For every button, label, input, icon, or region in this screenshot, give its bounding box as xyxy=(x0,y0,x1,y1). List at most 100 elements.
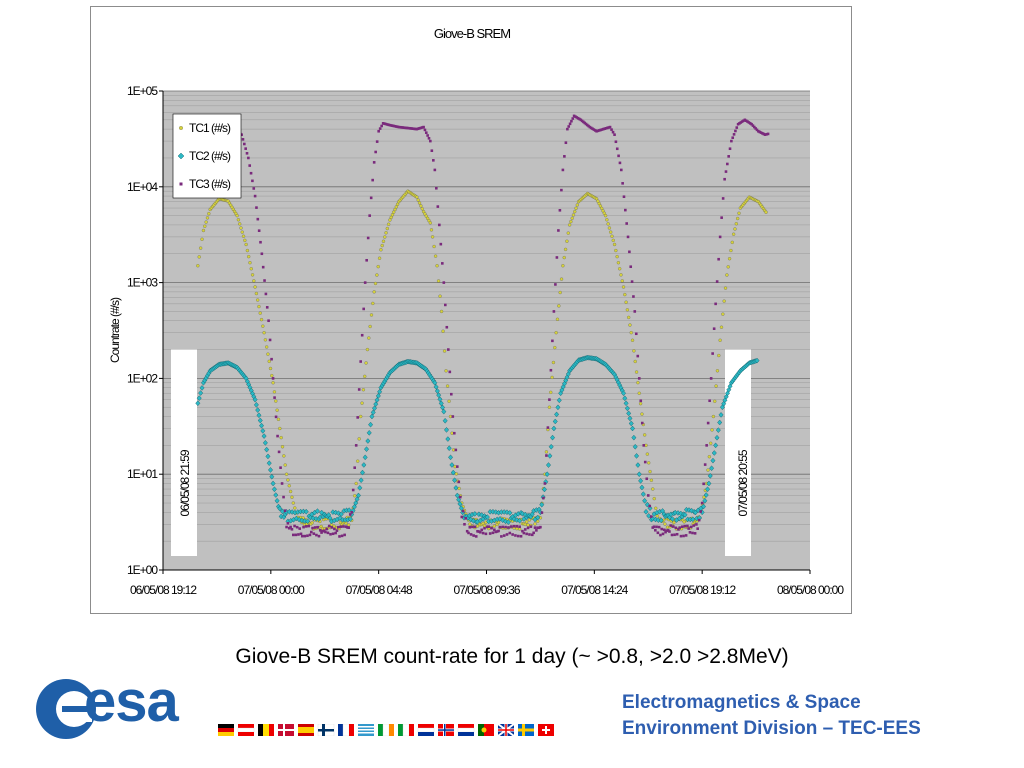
series-3-point xyxy=(493,528,496,532)
series-3-point xyxy=(279,466,282,469)
series-3-point xyxy=(523,528,527,531)
x-tick-label: 07/05/08 09:36 xyxy=(453,583,520,597)
series-3-point xyxy=(377,129,380,133)
series-1-point xyxy=(361,388,366,392)
series-2-point xyxy=(377,389,383,395)
series-3-point xyxy=(264,292,268,296)
series-3-point xyxy=(525,532,528,536)
legend-marker-2 xyxy=(177,152,185,160)
series-3-point xyxy=(504,525,507,529)
series-1-point xyxy=(570,216,574,220)
series-2-point xyxy=(357,485,363,491)
series-3-point xyxy=(570,119,573,123)
chart-svg: Giove-B SREM 1E+00 1E+01 1E+02 1E+03 1E+04 1E+… xyxy=(108,26,845,597)
series-2-point xyxy=(293,515,299,522)
series-2-point xyxy=(505,519,511,525)
series-1-point xyxy=(356,459,360,463)
y-tick-label: 1E+02 xyxy=(127,371,158,385)
series-1-point xyxy=(715,369,720,373)
series-3-point xyxy=(295,525,299,529)
series-3-point xyxy=(744,119,748,123)
series-1-point xyxy=(256,298,260,302)
series-1-point xyxy=(603,213,608,218)
series-3-point xyxy=(372,161,376,164)
series-1-point xyxy=(365,347,370,352)
series-2-point xyxy=(646,513,652,519)
series-3-point xyxy=(740,120,744,123)
series-3-point xyxy=(448,370,452,374)
series-3-point xyxy=(299,532,303,536)
series-1-point xyxy=(359,414,363,419)
series-3-point xyxy=(422,125,425,129)
series-3-point xyxy=(511,533,514,536)
series-2-point xyxy=(265,453,271,460)
series-3-point xyxy=(320,531,323,534)
series-2-point xyxy=(260,428,266,434)
series-3-point xyxy=(634,332,638,336)
series-3-point xyxy=(432,159,435,162)
series-3-point xyxy=(471,525,474,529)
series-3-point xyxy=(244,147,247,150)
series-3-point xyxy=(375,140,379,143)
series-3-point xyxy=(350,511,354,514)
series-2-point xyxy=(453,485,459,491)
series-1-point xyxy=(611,238,615,243)
series-3-point xyxy=(763,133,767,136)
series-3-point xyxy=(671,525,675,528)
series-2-point xyxy=(436,392,442,398)
series-1-point xyxy=(730,240,734,245)
series-2-point xyxy=(713,442,719,449)
series-3-point xyxy=(625,222,628,225)
series-3-point xyxy=(521,529,524,533)
series-1-point xyxy=(238,222,242,226)
series-1-point xyxy=(623,292,627,297)
series-2-point xyxy=(511,516,517,522)
series-2-point xyxy=(456,496,462,503)
series-1-point xyxy=(561,264,565,268)
series-3-point xyxy=(652,525,656,529)
series-3-point xyxy=(343,533,346,537)
series-3-point xyxy=(545,454,548,457)
series-2-point xyxy=(350,507,356,514)
series-3-point xyxy=(593,129,597,132)
series-1-point xyxy=(632,349,636,353)
annotation-box-right xyxy=(725,349,751,557)
series-1-point xyxy=(375,273,379,277)
series-1-point xyxy=(419,204,423,208)
series-2-point xyxy=(198,390,204,396)
series-3-point xyxy=(709,377,713,380)
series-2-point xyxy=(544,471,550,478)
series-1-point xyxy=(389,215,393,220)
series-2-point xyxy=(624,405,630,412)
series-3-point xyxy=(606,126,609,130)
series-3-point xyxy=(568,122,572,126)
series-3-point xyxy=(758,130,761,134)
series-3-point xyxy=(535,529,538,532)
series-1-point xyxy=(268,366,273,371)
series-2-point xyxy=(333,509,339,516)
series-1-point xyxy=(287,484,291,488)
series-2-point xyxy=(643,508,649,515)
series-3-point xyxy=(686,524,689,528)
series-3-point xyxy=(695,523,698,526)
series-3-point xyxy=(313,526,317,529)
series-1-point xyxy=(609,230,613,234)
series-3-point xyxy=(273,396,276,399)
series-3-point xyxy=(746,120,749,123)
series-1-point xyxy=(454,472,459,476)
series-2-point xyxy=(319,509,325,516)
series-3-point xyxy=(721,197,725,200)
series-1-point xyxy=(654,506,658,510)
series-1-point xyxy=(395,202,400,206)
series-1-point xyxy=(627,315,631,320)
series-1-point xyxy=(492,524,497,528)
y-tick-label: 1E+01 xyxy=(127,467,158,481)
series-1-point xyxy=(438,294,442,298)
series-3-point xyxy=(700,501,704,505)
series-3-point xyxy=(458,495,462,499)
series-3-point xyxy=(626,235,630,239)
series-2-point xyxy=(634,453,640,459)
series-3-point xyxy=(252,187,256,190)
series-3-point xyxy=(387,123,390,127)
series-3-point xyxy=(628,250,631,254)
